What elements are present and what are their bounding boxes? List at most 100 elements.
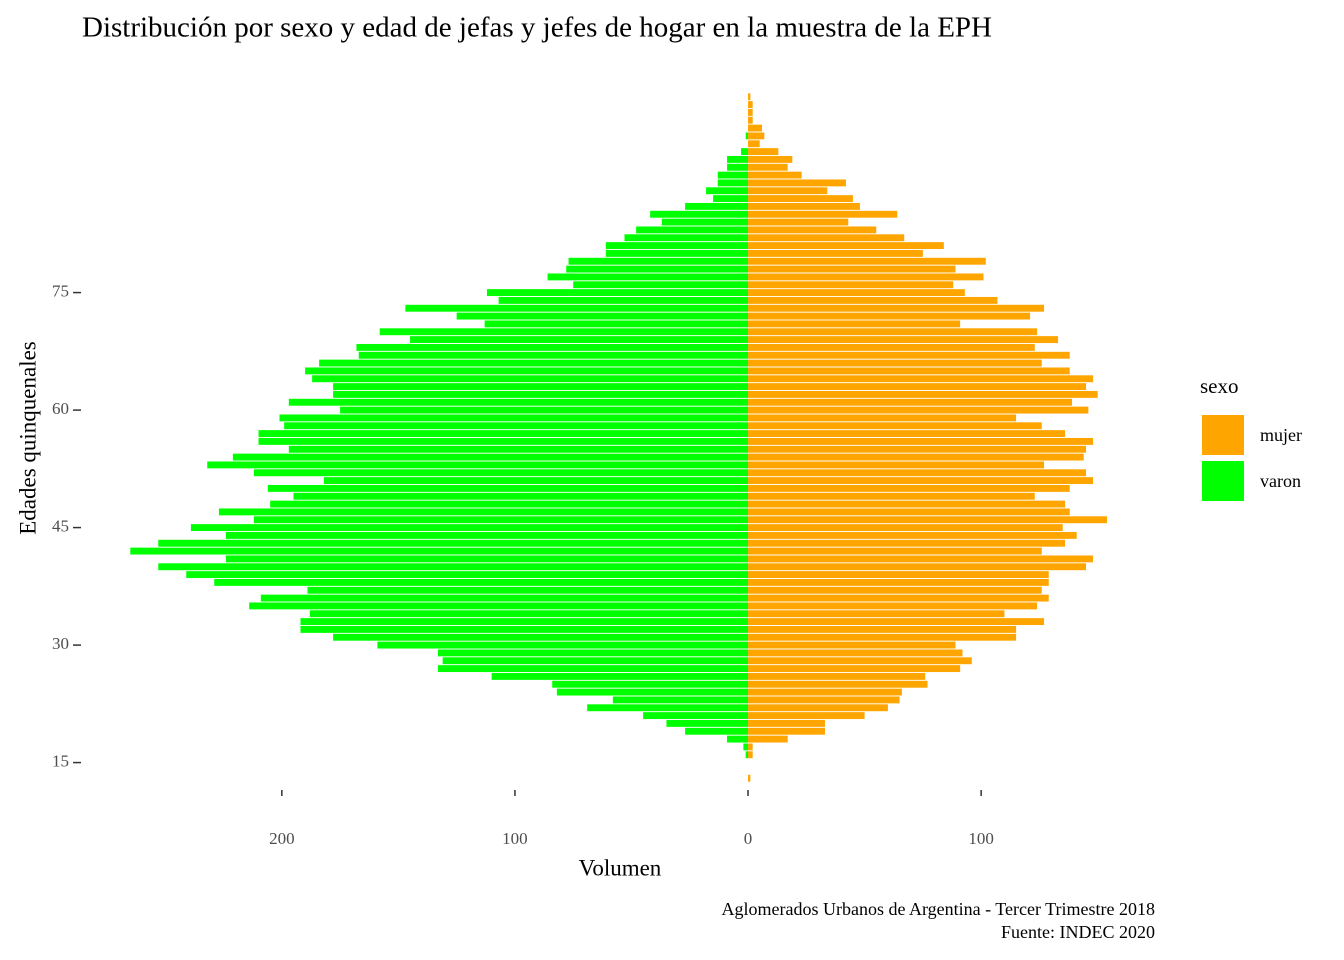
bar — [748, 249, 923, 257]
bar — [661, 218, 749, 226]
bar — [258, 437, 749, 445]
bar — [713, 195, 749, 203]
bar — [293, 492, 749, 500]
bar — [748, 586, 1042, 594]
caption: Fuente: INDEC 2020 — [1001, 922, 1155, 942]
bar — [748, 171, 802, 179]
bar — [748, 696, 900, 704]
bar — [307, 586, 749, 594]
chart-title: Distribución por sexo y edad de jefas y … — [82, 12, 992, 44]
x-axis-label: Volumen — [579, 855, 662, 880]
bar — [253, 469, 749, 477]
bar — [748, 453, 1084, 461]
bar — [748, 148, 779, 156]
bar — [186, 571, 749, 579]
y-axis-label: Edades quinquenales — [15, 341, 40, 535]
bar — [748, 108, 753, 116]
bar — [748, 242, 944, 250]
bar — [748, 461, 1045, 469]
bar — [605, 249, 749, 257]
bar — [748, 406, 1089, 414]
bar — [340, 406, 749, 414]
bar — [748, 422, 1042, 430]
bar — [356, 343, 749, 351]
bar — [547, 273, 749, 281]
bar — [748, 289, 965, 297]
bar — [748, 563, 1087, 571]
bar — [300, 618, 749, 626]
bar — [232, 453, 749, 461]
bar — [748, 140, 760, 148]
bar — [748, 610, 1005, 618]
bar — [323, 477, 749, 485]
bar — [300, 625, 749, 633]
bar — [624, 234, 749, 242]
bar — [288, 398, 749, 406]
caption: Aglomerados Urbanos de Argentina - Terce… — [722, 899, 1156, 919]
bar — [685, 727, 749, 735]
bar — [748, 351, 1070, 359]
bar — [438, 649, 749, 657]
bar — [333, 383, 749, 391]
bar — [566, 265, 749, 273]
bar — [279, 414, 749, 422]
legend-title: sexo — [1200, 374, 1239, 398]
bar — [130, 547, 749, 555]
bar — [743, 743, 749, 751]
bar — [748, 547, 1042, 555]
x-tick-label: 100 — [502, 829, 528, 848]
bar — [748, 445, 1087, 453]
bar — [748, 492, 1035, 500]
bar — [748, 101, 753, 109]
bar — [748, 657, 972, 665]
bar — [748, 712, 865, 720]
bar — [748, 672, 926, 680]
bar — [305, 367, 749, 375]
bar — [748, 187, 828, 195]
bar — [748, 273, 984, 281]
bar — [748, 571, 1049, 579]
legend-swatch — [1202, 415, 1244, 455]
bar — [498, 296, 749, 304]
bar — [319, 359, 749, 367]
bar — [706, 187, 749, 195]
bar — [748, 719, 825, 727]
y-tick-label: 45 — [52, 516, 69, 535]
bar — [748, 430, 1066, 438]
bar — [748, 469, 1087, 477]
y-tick-label: 60 — [52, 399, 69, 418]
bar — [225, 531, 749, 539]
bar — [727, 155, 749, 163]
bar — [748, 320, 961, 328]
bar — [442, 657, 749, 665]
bar — [438, 665, 749, 673]
bar — [486, 289, 749, 297]
bar — [748, 649, 963, 657]
bar — [748, 735, 788, 743]
bar — [643, 712, 749, 720]
legend-label: varon — [1260, 471, 1301, 491]
legend-swatch — [1202, 461, 1244, 501]
bar — [748, 751, 753, 759]
bar — [249, 602, 749, 610]
x-tick-label: 0 — [744, 829, 753, 848]
bar — [207, 461, 749, 469]
bar — [748, 226, 877, 234]
bar — [214, 578, 749, 586]
bar — [748, 531, 1077, 539]
bar — [748, 500, 1066, 508]
bar — [748, 375, 1094, 383]
bar — [745, 132, 749, 140]
bar — [748, 633, 1017, 641]
bar — [748, 602, 1038, 610]
bar — [267, 484, 749, 492]
bar — [748, 265, 956, 273]
bar — [748, 743, 753, 751]
bar — [748, 383, 1087, 391]
bar — [556, 688, 749, 696]
bar — [568, 257, 749, 265]
y-tick-label: 75 — [52, 281, 69, 300]
bar — [650, 210, 749, 218]
bar — [587, 704, 749, 712]
